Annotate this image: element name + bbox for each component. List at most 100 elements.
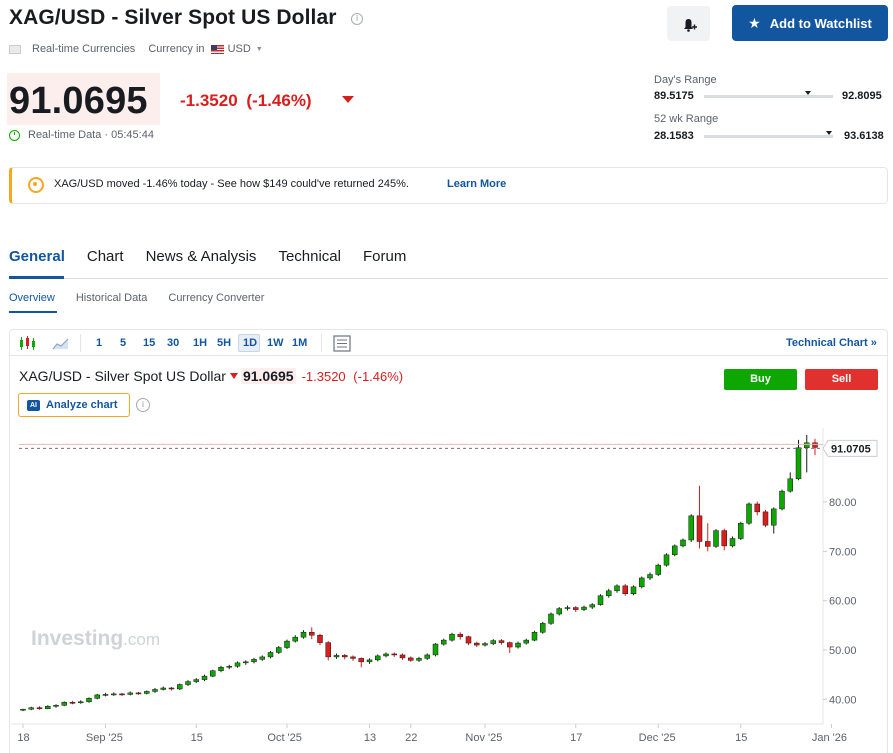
- candle-body: [36, 707, 43, 709]
- candle-body: [61, 702, 67, 706]
- candle-body: [762, 511, 769, 526]
- candle-body: [111, 693, 117, 696]
- x-tick-label: Dec '25: [639, 732, 676, 744]
- candle-body: [498, 640, 505, 643]
- candle-body: [589, 604, 595, 608]
- candle-body: [622, 585, 628, 595]
- candle-body: [647, 574, 653, 579]
- timeframe-1w[interactable]: 1W: [267, 337, 284, 349]
- tab-forum[interactable]: Forum: [362, 248, 407, 265]
- candle-body: [490, 640, 496, 644]
- candle-body: [185, 681, 191, 685]
- candle-body: [449, 633, 455, 641]
- currency-select[interactable]: USD: [227, 43, 251, 55]
- sell-button[interactable]: Sell: [805, 369, 878, 390]
- candle-body: [309, 631, 315, 636]
- add-to-watchlist-button[interactable]: ★ Add to Watchlist: [732, 5, 888, 41]
- tab-chart[interactable]: Chart: [86, 248, 124, 265]
- chart-last-price: 91.0695: [240, 368, 296, 384]
- timeframe-1m[interactable]: 1M: [292, 337, 308, 349]
- area-chart-icon[interactable]: [52, 336, 70, 351]
- price-change: -1.3520 (-1.46%): [180, 91, 312, 111]
- candle-body: [787, 478, 793, 492]
- promo-banner: [9, 167, 888, 204]
- candle-body: [655, 564, 661, 575]
- timeframe-30[interactable]: 30: [167, 337, 180, 349]
- category-label: Real-time Currencies: [32, 43, 136, 55]
- candle-body: [663, 554, 670, 566]
- chevron-down-icon[interactable]: ▼: [255, 45, 263, 53]
- info-icon[interactable]: i: [351, 13, 363, 25]
- candle-body: [135, 692, 142, 695]
- candle-body: [465, 636, 472, 644]
- toolbar-separator: [80, 334, 81, 352]
- subtab-historical-data[interactable]: Historical Data: [75, 292, 148, 304]
- promo-text: XAG/USD moved -1.46% today - See how $14…: [54, 178, 409, 190]
- candle-body: [474, 642, 480, 646]
- candle-body: [251, 659, 257, 663]
- change-value: -1.3520: [180, 91, 238, 110]
- candle-body: [441, 639, 447, 645]
- x-tick-label: Oct '25: [267, 732, 302, 744]
- ai-icon: AI: [27, 399, 40, 411]
- candle-body: [713, 530, 719, 547]
- candle-body: [606, 590, 612, 596]
- current-price-label: 91.0705: [831, 443, 871, 455]
- candle-body: [342, 655, 348, 658]
- candle-body: [317, 634, 323, 643]
- chart-price-change: -1.3520 (-1.46%): [302, 369, 404, 384]
- analyze-chart-button[interactable]: AI Analyze chart: [18, 393, 130, 417]
- candle-body: [432, 643, 439, 656]
- chart-symbol-line: XAG/USD - Silver Spot US Dollar 91.0695 …: [19, 368, 403, 384]
- indicators-icon[interactable]: [333, 335, 351, 352]
- candle-body: [672, 545, 678, 556]
- candle-body: [556, 608, 562, 615]
- info-icon[interactable]: i: [136, 398, 150, 412]
- candle-body: [375, 655, 381, 661]
- technical-chart-link[interactable]: Technical Chart »: [786, 337, 877, 349]
- candle-body: [639, 577, 645, 588]
- timeframe-1h[interactable]: 1H: [193, 337, 208, 349]
- candle-body: [507, 642, 513, 648]
- main-tabs: General Chart News & Analysis Technical …: [9, 248, 428, 265]
- toolbar-divider: [10, 355, 887, 356]
- down-arrow-icon: [229, 373, 238, 379]
- active-tab-indicator: [9, 276, 64, 279]
- subtab-overview[interactable]: Overview: [9, 292, 55, 304]
- day-range-label: Day's Range: [654, 74, 717, 86]
- candlestick-type-icon[interactable]: [17, 335, 37, 352]
- x-tick-label: 15: [191, 732, 203, 744]
- candle-body: [614, 585, 620, 592]
- timeframe-5h[interactable]: 5H: [217, 337, 232, 349]
- candle-body: [127, 692, 133, 695]
- candle-body: [564, 607, 571, 609]
- candle-body: [705, 541, 711, 547]
- tab-technical[interactable]: Technical: [278, 248, 341, 265]
- timeframe-1d[interactable]: 1D: [243, 337, 258, 349]
- candle-body: [457, 633, 463, 637]
- candle-body: [482, 643, 488, 646]
- realtime-status: Real-time Data · 05:45:44: [9, 129, 154, 141]
- candle-body: [152, 689, 158, 692]
- timeframe-15[interactable]: 15: [143, 337, 156, 349]
- last-price: 91.0695: [9, 80, 148, 122]
- active-subtab-indicator: [9, 311, 57, 313]
- tab-news-analysis[interactable]: News & Analysis: [145, 248, 257, 265]
- target-icon: [28, 177, 44, 193]
- create-alert-button[interactable]: [667, 6, 710, 41]
- tab-general[interactable]: General: [9, 248, 65, 265]
- subtab-currency-converter[interactable]: Currency Converter: [168, 292, 265, 304]
- timeframe-5[interactable]: 5: [120, 337, 127, 349]
- x-tick-label: 22: [405, 732, 417, 744]
- realtime-text: Real-time Data · 05:45:44: [28, 129, 154, 141]
- x-tick-label: 17: [570, 732, 582, 744]
- page-title: XAG/USD - Silver Spot US Dollar: [9, 6, 337, 29]
- candle-body: [45, 705, 51, 709]
- timeframe-1[interactable]: 1: [96, 337, 103, 349]
- candle-body: [276, 647, 282, 653]
- price-chart[interactable]: Investing.com 40.00 50.00 60.00 70.00 80.00 1…: [11, 428, 887, 753]
- buy-button[interactable]: Buy: [724, 369, 797, 390]
- candle-body: [201, 675, 208, 680]
- candle-body: [540, 623, 546, 633]
- learn-more-link[interactable]: Learn More: [447, 178, 507, 190]
